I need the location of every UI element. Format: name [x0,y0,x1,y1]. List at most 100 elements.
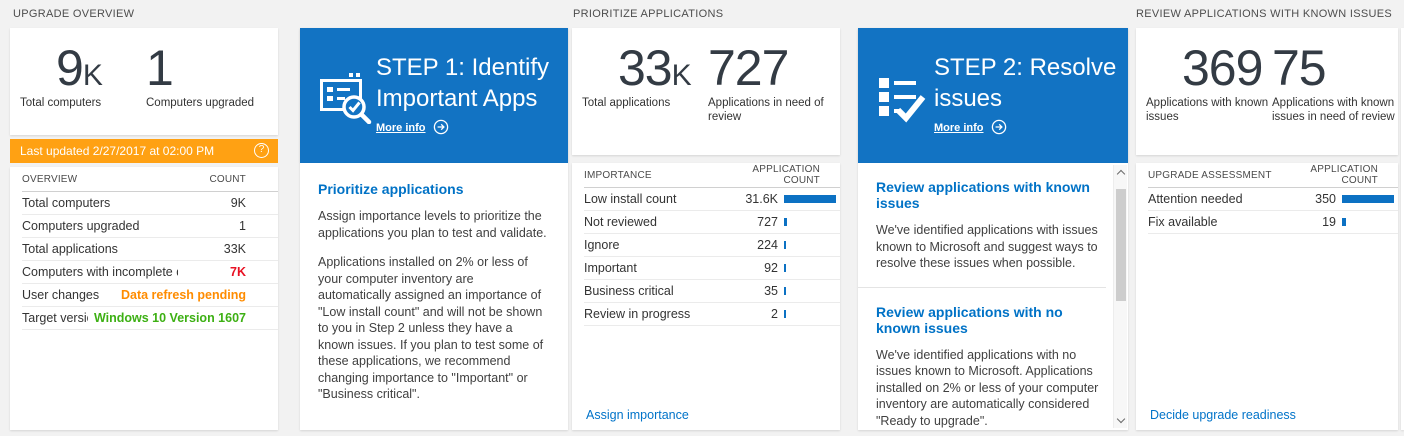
step1-column: STEP 1: Identify Important Apps More inf… [300,0,568,436]
stat-value: 75 [1272,40,1327,96]
scroll-up-icon[interactable] [1116,169,1125,179]
table-row[interactable]: Important 92 [584,257,840,280]
stat-suffix: K [671,59,692,92]
bar-cell [778,310,840,318]
step1-description-card: Prioritize applications Assign importanc… [300,163,568,430]
table-row[interactable]: Computers upgraded 1 [22,215,278,238]
table-row[interactable]: Total computers 9K [22,192,278,215]
prioritize-applications-header: PRIORITIZE APPLICATIONS [573,8,724,20]
count-bar [784,264,786,272]
scrollbar[interactable] [1113,165,1127,428]
bar-cell [778,241,840,249]
identify-apps-icon [318,70,372,129]
row-value: 33K [223,242,246,256]
known-issues-stats-tile[interactable]: 369 Applications with known issues 75 Ap… [1136,28,1398,155]
prioritize-column: 33K Total applications 727 Applications … [572,0,840,436]
stat-suffix: K [82,59,103,92]
review-known-issues-section: Review applications with known issues We… [858,163,1106,288]
row-value-ok: Windows 10 Version 1607 [93,311,246,325]
count-bar [1342,218,1346,226]
table-row[interactable]: Ignore 224 [584,234,840,257]
step1-title: STEP 1: Identify Important Apps [376,54,549,112]
last-updated-bar: Last updated 2/27/2017 at 02:00 PM ? [10,139,278,163]
table-row[interactable]: Review in progress 2 [584,303,840,326]
stat-value: 1 [146,40,174,96]
column-header: COUNT [209,173,246,185]
decide-upgrade-readiness-link[interactable]: Decide upgrade readiness [1150,408,1296,422]
table-row[interactable]: Business critical 35 [584,280,840,303]
table-row[interactable]: Attention needed 350 [1148,188,1398,211]
table-row[interactable]: Total applications 33K [22,238,278,261]
section-heading[interactable]: Review applications with no known issues [876,303,1063,336]
resolve-issues-icon [876,70,930,129]
scroll-down-icon[interactable] [1116,414,1125,424]
count-bar [784,241,786,249]
column-header: OVERVIEW [22,173,78,185]
table-row[interactable]: Low install count 31.6K [584,188,840,211]
stat-value: 33 [618,40,673,96]
row-label: Review in progress [584,307,691,321]
stat-label: Applications in need of review [708,97,824,124]
stat-value: 727 [708,40,789,96]
row-value: 31.6K [745,192,778,206]
help-icon[interactable]: ? [254,143,269,158]
stat-label: Applications with known issues [1146,97,1269,124]
table-header-row: UPGRADE ASSESSMENT APPLICATION COUNT [1148,163,1398,188]
table-row[interactable]: Computers with incomplete data 7K [22,261,278,284]
step2-tile[interactable]: STEP 2: Resolve issues More info [858,28,1128,163]
count-bar [784,287,786,295]
upgrade-overview-column: 9K Total computers 1 Computers upgraded … [10,0,278,436]
step2-column: STEP 2: Resolve issues More info Review … [858,0,1128,436]
bar-cell [1336,195,1398,203]
table-row[interactable]: User changes Data refresh pending [22,284,278,307]
section-body: We've identified applications with no is… [876,347,1099,428]
stat-total-applications[interactable]: 33K Total applications [582,41,708,125]
arrow-circle-icon[interactable] [433,119,449,140]
scrollbar-thumb[interactable] [1116,189,1126,301]
assign-importance-link[interactable]: Assign importance [586,408,689,422]
stat-computers-upgraded[interactable]: 1 Computers upgraded [146,41,272,110]
row-value: 727 [757,215,778,229]
row-label: Low install count [584,192,677,206]
overview-table: OVERVIEW COUNT Total computers 9K Comput… [10,167,278,430]
next-tile-sliver [1401,28,1404,430]
count-bar [1342,195,1394,203]
stat-apps-known-issues[interactable]: 369 Applications with known issues [1146,41,1272,125]
stat-known-issues-need-review[interactable]: 75 Applications with known issues in nee… [1272,41,1398,125]
importance-table: IMPORTANCE APPLICATION COUNT Low install… [572,163,840,430]
table-row[interactable]: Fix available 19 [1148,211,1398,234]
paragraph: Assign importance levels to prioritize t… [318,209,547,240]
step1-more-info-link[interactable]: More info [376,122,426,134]
section-heading[interactable]: Review applications with known issues [876,179,1090,211]
stat-label: Total applications [582,97,671,109]
step1-tile[interactable]: STEP 1: Identify Important Apps More inf… [300,28,568,163]
table-row[interactable]: Not reviewed 727 [584,211,840,234]
row-value: 1 [239,219,246,233]
arrow-circle-icon[interactable] [991,119,1007,140]
table-header-row: IMPORTANCE APPLICATION COUNT [584,163,840,188]
row-value: 9K [230,196,246,210]
bar-cell [778,218,840,226]
step2-more-info-link[interactable]: More info [934,122,984,134]
step2-title: STEP 2: Resolve issues [934,54,1117,112]
upgrade-assessment-table: UPGRADE ASSESSMENT APPLICATION COUNT Att… [1136,163,1398,430]
stat-apps-need-review[interactable]: 727 Applications in need of review [708,41,834,125]
table-row[interactable]: Target version Windows 10 Version 1607 [22,307,278,330]
count-bar [784,310,786,318]
column-header: IMPORTANCE [584,169,652,181]
review-column: 369 Applications with known issues 75 Ap… [1136,0,1398,436]
stat-value: 369 [1182,40,1263,96]
stat-label: Applications with known issues in need o… [1272,97,1395,124]
row-label: Total applications [22,242,118,256]
bar-cell [1336,218,1398,226]
stat-total-computers[interactable]: 9K Total computers [20,41,146,110]
overview-stats-tile[interactable]: 9K Total computers 1 Computers upgraded [10,28,278,135]
column-header: UPGRADE ASSESSMENT [1148,169,1272,181]
count-bar [784,195,836,203]
stat-value: 9 [56,40,84,96]
step2-description-card: Review applications with known issues We… [858,163,1128,430]
bar-cell [778,195,840,203]
review-known-issues-header: REVIEW APPLICATIONS WITH KNOWN ISSUES [1136,8,1392,20]
applications-stats-tile[interactable]: 33K Total applications 727 Applications … [572,28,840,155]
column-header: APPLICATION COUNT [1310,164,1378,186]
